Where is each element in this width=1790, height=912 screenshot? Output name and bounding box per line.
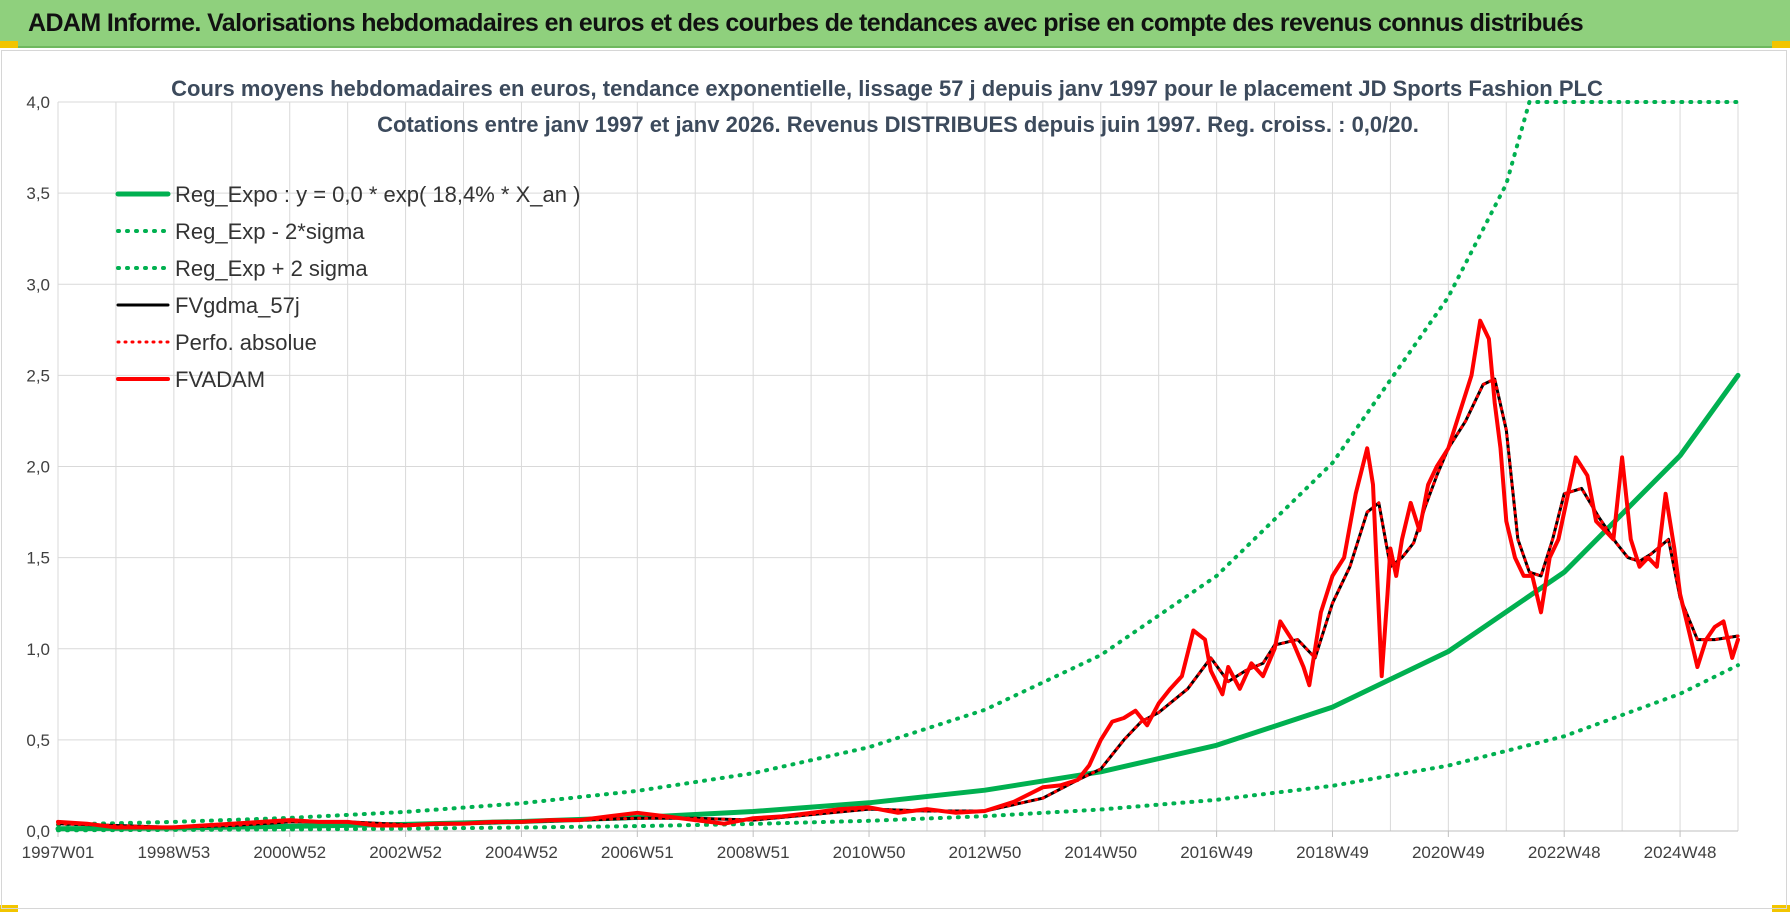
x-tick-label: 2004W52 — [485, 843, 558, 862]
legend-label: FVADAM — [175, 367, 265, 392]
legend-label: Reg_Exp - 2*sigma — [175, 219, 365, 244]
x-tick-label: 2022W48 — [1528, 843, 1601, 862]
series-fvgdma-57j — [56, 377, 1740, 829]
y-tick-label: 1,5 — [26, 549, 50, 568]
corner-marker — [0, 41, 18, 48]
y-tick-label: 3,0 — [26, 275, 50, 294]
x-tick-label: 2024W48 — [1644, 843, 1717, 862]
x-tick-label: 2002W52 — [369, 843, 442, 862]
chart-title: Cours moyens hebdomadaires en euros, ten… — [171, 76, 1603, 101]
y-tick-label: 0,5 — [26, 731, 50, 750]
x-tick-label: 2008W51 — [717, 843, 790, 862]
legend-label: Reg_Exp + 2 sigma — [175, 256, 368, 281]
banner-title: ADAM Informe. Valorisations hebdomadaire… — [28, 9, 1584, 37]
legend-label: FVgdma_57j — [175, 293, 300, 318]
x-tick-label: 1997W01 — [22, 843, 95, 862]
x-tick-label: 2014W50 — [1064, 843, 1137, 862]
corner-marker — [1772, 41, 1790, 48]
y-tick-label: 3,5 — [26, 184, 50, 203]
series-fvadam — [56, 318, 1740, 830]
x-tick-label: 2016W49 — [1180, 843, 1253, 862]
chart-frame — [1, 50, 1787, 909]
legend-label: Reg_Expo : y = 0,0 * exp( 18,4% * X_an ) — [175, 182, 580, 207]
series-reg-exp-2-sigma — [56, 663, 1740, 833]
banner: ADAM Informe. Valorisations hebdomadaire… — [0, 0, 1790, 48]
x-tick-label: 1998W53 — [137, 843, 210, 862]
x-tick-label: 2020W49 — [1412, 843, 1485, 862]
series-perfo-absolue — [56, 377, 1740, 829]
x-tick-label: 2018W49 — [1296, 843, 1369, 862]
series-reg-exp-2-sigma — [56, 100, 1740, 827]
gridlines — [57, 101, 1739, 832]
series-layer — [55, 100, 1741, 833]
legend: Reg_Expo : y = 0,0 * exp( 18,4% * X_an )… — [115, 182, 580, 392]
y-axis: 0,0 0,5 1,0 1,5 2,0 2,5 3,0 3,5 4,0 — [26, 93, 50, 841]
y-tick-label: 1,0 — [26, 640, 50, 659]
y-tick-label: 2,5 — [26, 366, 50, 385]
chart-subtitle: Cotations entre janv 1997 et janv 2026. … — [377, 112, 1419, 137]
y-tick-label: 0,0 — [26, 822, 50, 841]
x-tick-label: 2006W51 — [601, 843, 674, 862]
y-tick-label: 4,0 — [26, 93, 50, 112]
y-tick-label: 2,0 — [26, 458, 50, 477]
series-reg-expo-y-0-0-exp-18-4-x-an — [55, 372, 1741, 832]
x-tick-label: 2010W50 — [833, 843, 906, 862]
x-axis: 1997W01 1998W53 2000W52 2002W52 2004W52 2006W… — [22, 831, 1717, 862]
x-tick-label: 2012W50 — [949, 843, 1022, 862]
legend-label: Perfo. absolue — [175, 330, 317, 355]
x-tick-label: 2000W52 — [253, 843, 326, 862]
